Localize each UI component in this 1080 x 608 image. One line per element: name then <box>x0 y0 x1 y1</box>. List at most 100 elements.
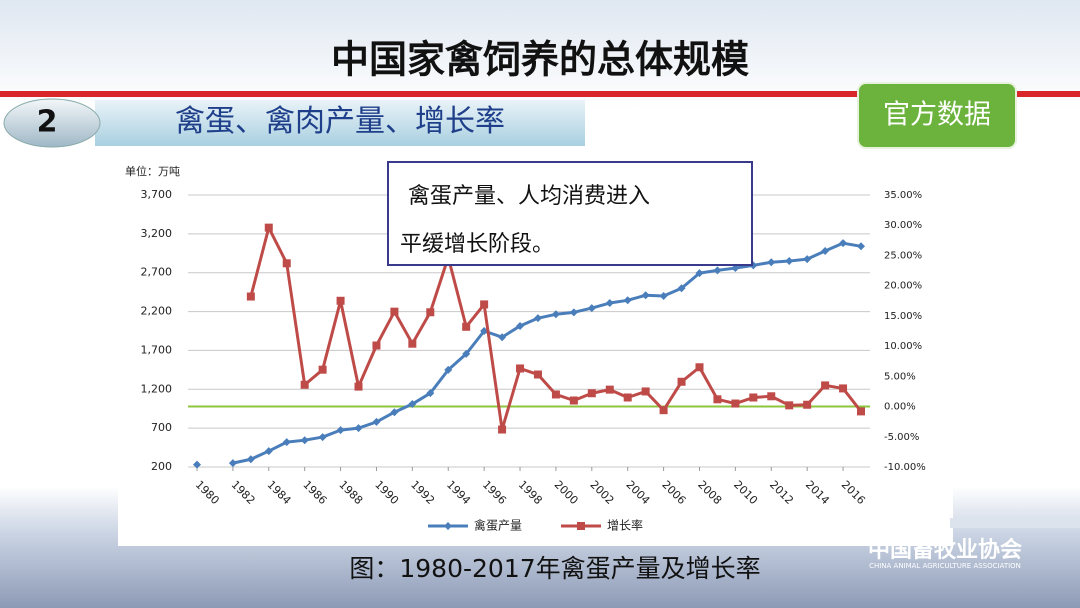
point <box>857 242 865 251</box>
y2-tick-label: 10.00% <box>884 341 922 352</box>
badge <box>857 82 1017 149</box>
y2-tick-label: 0.00% <box>884 402 916 413</box>
legend-marker <box>577 522 585 530</box>
point <box>839 384 848 393</box>
y-tick-label: 2,200 <box>141 305 173 318</box>
point <box>282 259 291 268</box>
point <box>803 255 812 264</box>
point <box>713 395 722 404</box>
annotation-text: 禽蛋产量、人均消费进入 <box>408 184 650 209</box>
point <box>462 349 471 358</box>
legend-marker <box>444 522 452 530</box>
point <box>731 264 740 273</box>
section-oval <box>3 98 101 148</box>
point <box>821 246 830 255</box>
point <box>246 455 255 464</box>
point <box>533 314 542 323</box>
point <box>426 308 435 317</box>
y-tick-label: 3,700 <box>141 188 173 201</box>
annotation-box <box>387 161 753 266</box>
point <box>695 363 704 372</box>
point <box>336 426 345 435</box>
y-tick-label: 700 <box>151 421 172 434</box>
y2-tick-label: -5.00% <box>884 432 919 443</box>
side-strip <box>950 518 1080 528</box>
legend-label: 禽蛋产量 <box>474 518 522 533</box>
point <box>480 300 489 309</box>
annotation-text: 平缓增长阶段。 <box>400 232 554 257</box>
point <box>641 387 650 396</box>
y2-tick-label: 15.00% <box>884 311 922 322</box>
point <box>390 307 399 316</box>
point <box>426 389 435 398</box>
point <box>300 380 309 389</box>
point <box>803 400 812 409</box>
y2-tick-label: 35.00% <box>884 190 922 201</box>
y-tick-label: 2,700 <box>141 266 173 279</box>
y-tick-label: 3,200 <box>141 227 173 240</box>
point <box>551 310 560 319</box>
y-tick-label: 200 <box>151 460 172 473</box>
point <box>731 399 740 408</box>
y2-tick-label: 30.00% <box>884 220 922 231</box>
section-band <box>95 100 585 146</box>
point <box>785 257 794 266</box>
point <box>228 459 237 468</box>
point <box>821 381 830 390</box>
point <box>839 239 848 248</box>
point <box>677 284 686 293</box>
point <box>623 393 632 402</box>
point <box>767 392 776 401</box>
point <box>569 308 578 317</box>
slide-title: 中国家禽饲养的总体规模 <box>331 38 749 82</box>
section-number: 2 <box>37 105 58 140</box>
point <box>498 333 507 342</box>
point <box>569 396 578 405</box>
legend-label: 增长率 <box>607 518 643 533</box>
point <box>372 417 381 426</box>
title-rule <box>0 91 1080 97</box>
y2-tick-label: -10.00% <box>884 462 926 473</box>
y2-tick-label: 25.00% <box>884 250 922 261</box>
point <box>857 407 865 416</box>
point <box>767 258 776 267</box>
point <box>533 370 542 379</box>
point <box>605 299 614 308</box>
point <box>264 447 273 456</box>
y-tick-label: 1,700 <box>141 343 173 356</box>
point <box>623 296 632 305</box>
y-tick-label: 1,200 <box>141 382 173 395</box>
point <box>462 322 471 331</box>
logo-name: 中国畜牧业协会 <box>868 537 1022 563</box>
point <box>659 292 668 301</box>
point <box>372 341 381 350</box>
point <box>318 433 327 442</box>
point <box>264 223 273 232</box>
point <box>336 296 345 305</box>
point <box>246 292 255 301</box>
point <box>354 382 363 391</box>
unit-label: 单位：万吨 <box>125 164 180 178</box>
point <box>390 408 399 417</box>
point <box>354 424 363 433</box>
point <box>408 339 417 348</box>
badge-text: 官方数据 <box>883 100 991 131</box>
point <box>587 389 596 398</box>
y2-tick-label: 20.00% <box>884 281 922 292</box>
point <box>749 393 758 402</box>
y2-tick-label: 5.00% <box>884 371 916 382</box>
point <box>516 364 525 373</box>
caption: 图：1980-2017年禽蛋产量及增长率 <box>349 554 760 583</box>
logo-english: CHINA ANIMAL AGRICULTURE ASSOCIATION <box>869 562 1021 570</box>
point <box>300 436 309 445</box>
point <box>785 401 794 410</box>
point <box>659 406 668 415</box>
point <box>641 291 650 300</box>
point <box>193 460 201 469</box>
point <box>480 327 489 335</box>
point <box>551 390 560 399</box>
point <box>695 269 704 278</box>
section-title: 禽蛋、禽肉产量、增长率 <box>175 104 505 139</box>
